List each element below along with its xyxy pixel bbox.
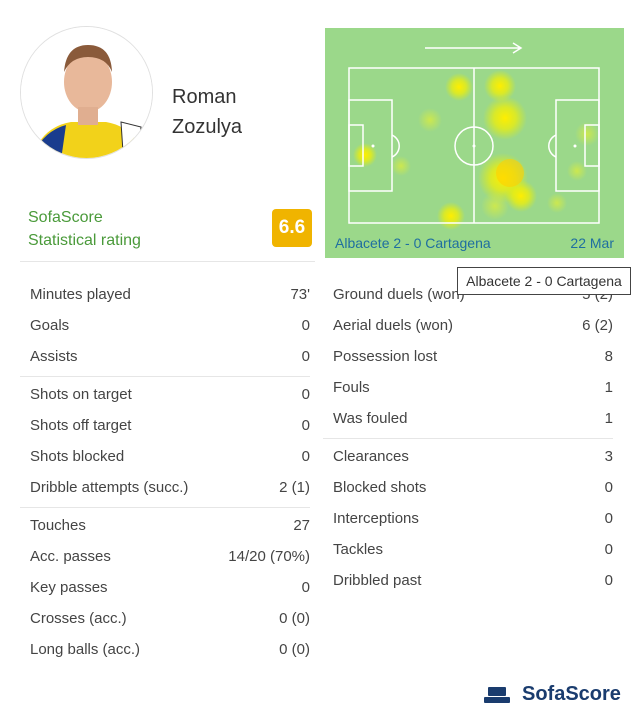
rating-label-line2: Statistical rating xyxy=(28,232,141,249)
sofascore-logo: SofaScore xyxy=(484,683,621,706)
stat-row: Minutes played 73' xyxy=(30,286,310,303)
stat-label: Goals xyxy=(30,317,70,334)
stat-value: 2 (1) xyxy=(279,479,310,496)
stat-row: Tackles 0 xyxy=(333,541,613,558)
divider xyxy=(20,376,310,377)
stat-label: Clearances xyxy=(333,448,409,465)
player-first-name: Roman xyxy=(172,86,237,108)
stat-value: 0 xyxy=(301,579,310,596)
stat-row: Dribble attempts (succ.) 2 (1) xyxy=(30,479,310,496)
stat-label: Tackles xyxy=(333,541,384,558)
stat-label: Minutes played xyxy=(30,286,131,303)
stat-row: Aerial duels (won) 6 (2) xyxy=(333,317,613,334)
stat-label: Crosses (acc.) xyxy=(30,610,127,627)
stat-label: Acc. passes xyxy=(30,548,111,565)
divider xyxy=(20,507,310,508)
stat-label: Key passes xyxy=(30,579,108,596)
stat-row: Dribbled past 0 xyxy=(333,572,613,589)
stat-value: 0 xyxy=(301,317,310,334)
stat-value: 0 (0) xyxy=(279,610,310,627)
stat-label: Interceptions xyxy=(333,510,419,527)
stat-value: 73' xyxy=(290,286,310,303)
stat-row: Acc. passes 14/20 (70%) xyxy=(30,548,310,565)
pitch-lines xyxy=(348,42,600,224)
stat-row: Key passes 0 xyxy=(30,579,310,596)
stat-value: 0 xyxy=(604,479,613,496)
heatmap[interactable] xyxy=(325,28,624,258)
stat-value: 0 xyxy=(604,572,613,589)
stat-value: 27 xyxy=(293,517,310,534)
player-last-name: Zozulya xyxy=(172,116,243,138)
rating-label-line1: SofaScore xyxy=(28,209,103,226)
stat-label: Dribbled past xyxy=(333,572,422,589)
stat-row: Goals 0 xyxy=(30,317,310,334)
stat-row: Was fouled 1 xyxy=(333,410,613,427)
stat-value: 0 xyxy=(301,417,310,434)
stat-label: Aerial duels (won) xyxy=(333,317,454,334)
stat-row: Possession lost 8 xyxy=(333,348,613,365)
stat-row: Blocked shots 0 xyxy=(333,479,613,496)
stat-row: Touches 27 xyxy=(30,517,310,534)
stat-value: 0 xyxy=(301,448,310,465)
stat-row: Fouls 1 xyxy=(333,379,613,396)
heatmap-match-link[interactable]: Albacete 2 - 0 Cartagena xyxy=(335,235,491,251)
divider xyxy=(20,261,315,262)
stat-row: Shots blocked 0 xyxy=(30,448,310,465)
arrow-right-icon xyxy=(425,42,523,54)
stat-value: 0 xyxy=(604,510,613,527)
stat-value: 1 xyxy=(604,410,613,427)
stat-row: Shots on target 0 xyxy=(30,386,310,403)
stat-label: Shots blocked xyxy=(30,448,125,465)
stat-label: Dribble attempts (succ.) xyxy=(30,479,189,496)
stat-label: Ground duels (won) xyxy=(333,286,465,303)
stat-value: 0 xyxy=(301,386,310,403)
heatmap-date: 22 Mar xyxy=(570,235,614,251)
stat-row: Assists 0 xyxy=(30,348,310,365)
stat-value: 14/20 (70%) xyxy=(228,548,310,565)
stat-row: Crosses (acc.) 0 (0) xyxy=(30,610,310,627)
stat-label: Long balls (acc.) xyxy=(30,641,141,658)
stat-value: 0 xyxy=(301,348,310,365)
stat-value: 3 xyxy=(604,448,613,465)
stat-label: Was fouled xyxy=(333,410,408,427)
heat-blobs xyxy=(353,70,599,230)
stat-value: 8 xyxy=(604,348,613,365)
stat-value: 0 (0) xyxy=(279,641,310,658)
stat-row: Shots off target 0 xyxy=(30,417,310,434)
stat-label: Assists xyxy=(30,348,78,365)
stat-label: Shots on target xyxy=(30,386,132,403)
sofa-icon xyxy=(484,686,510,703)
stat-row: Interceptions 0 xyxy=(333,510,613,527)
stat-value: 0 xyxy=(604,541,613,558)
stat-row: Long balls (acc.) 0 (0) xyxy=(30,641,310,658)
stat-value: 1 xyxy=(604,379,613,396)
stat-label: Possession lost xyxy=(333,348,438,365)
stat-label: Shots off target xyxy=(30,417,132,434)
stat-row: Clearances 3 xyxy=(333,448,613,465)
rating-badge: 6.6 xyxy=(272,209,312,247)
stat-value: 6 (2) xyxy=(582,317,613,334)
stat-label: Fouls xyxy=(333,379,370,396)
tooltip: Albacete 2 - 0 Cartagena xyxy=(457,267,631,295)
brand-name: SofaScore xyxy=(522,683,621,705)
stat-label: Blocked shots xyxy=(333,479,427,496)
player-photo xyxy=(20,26,153,159)
stat-label: Touches xyxy=(30,517,86,534)
divider xyxy=(323,438,613,439)
rating-label: SofaScore Statistical rating xyxy=(28,206,141,252)
